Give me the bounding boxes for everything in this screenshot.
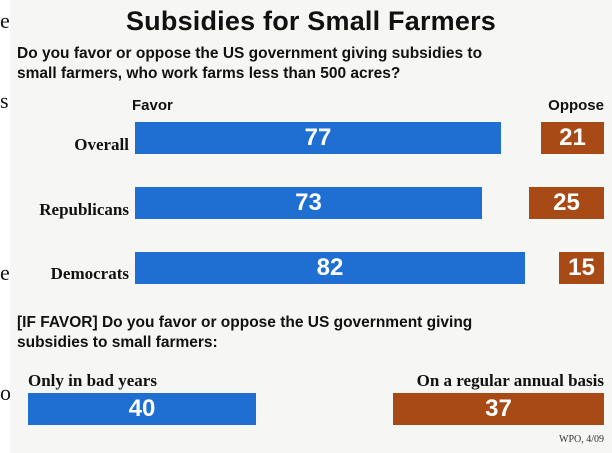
favor-bar-democrats: 82 — [135, 252, 525, 284]
favor-value-label: 82 — [316, 254, 344, 281]
followup-label-regular: On a regular annual basis — [416, 371, 604, 390]
oppose-header: Oppose — [548, 97, 604, 114]
favor-bar-overall: 77 — [135, 122, 501, 154]
category-label: Republicans — [39, 200, 129, 219]
followup-value-label: 37 — [485, 395, 512, 422]
question-line: [IF FAVOR] Do you favor or oppose the US… — [17, 314, 473, 331]
followup-bar-bad-years: 40 — [28, 393, 256, 425]
question-line: Do you favor or oppose the US government… — [17, 45, 483, 62]
favor-bar-republicans: 73 — [135, 187, 482, 219]
favor-value-label: 73 — [295, 189, 322, 216]
source-note: WPO, 4/09 — [559, 434, 604, 445]
oppose-bar-overall: 21 — [541, 122, 604, 154]
followup-question: [IF FAVOR] Do you favor or oppose the US… — [17, 313, 604, 353]
edge-fragment: e — [0, 260, 10, 285]
edge-fragment: s — [0, 88, 9, 113]
followup-value-label: 40 — [128, 395, 156, 422]
oppose-bar-democrats: 15 — [559, 252, 604, 284]
favor-header: Favor — [132, 97, 173, 114]
favor-value-label: 77 — [304, 124, 332, 151]
category-label: Democrats — [50, 264, 129, 283]
oppose-value-label: 25 — [553, 189, 580, 216]
oppose-bar-republicans: 25 — [529, 187, 604, 219]
followup-label-bad-years: Only in bad years — [28, 371, 157, 390]
edge-fragment: e — [0, 8, 10, 33]
edge-fragment: o — [0, 380, 11, 405]
followup-bar-regular: 37 — [393, 393, 604, 425]
question-line: small farmers, who work farms less than … — [17, 65, 401, 82]
question-line: subsidies to small farmers: — [17, 334, 218, 351]
oppose-value-label: 15 — [568, 254, 595, 281]
chart-title: Subsidies for Small Farmers — [125, 6, 497, 36]
question-text: Do you favor or oppose the US government… — [17, 44, 604, 84]
oppose-value-label: 21 — [559, 124, 586, 151]
category-label: Overall — [74, 135, 129, 154]
chart-card: Subsidies for Small Farmers Do you favor… — [10, 0, 612, 453]
